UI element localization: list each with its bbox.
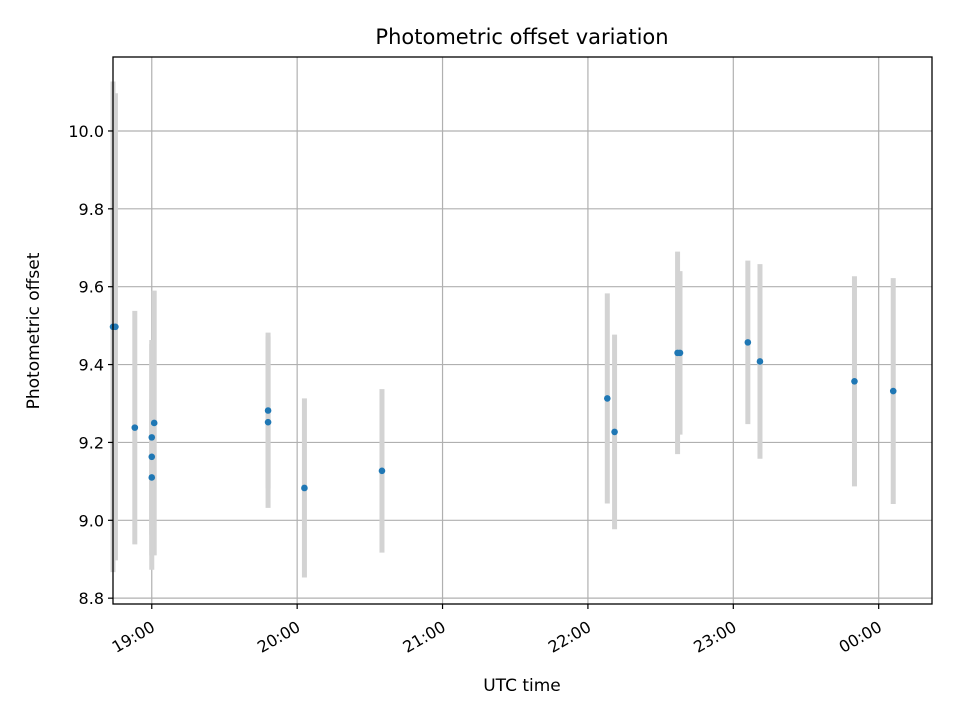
x-tick-label: 21:00 <box>399 617 448 657</box>
y-tick-label: 8.8 <box>79 589 104 608</box>
axes-frame <box>112 56 933 605</box>
x-tick-label: 23:00 <box>690 617 739 657</box>
data-point <box>264 407 272 414</box>
data-point <box>150 419 158 427</box>
data-point <box>756 358 764 365</box>
data-point <box>301 484 308 492</box>
data-point <box>112 323 119 331</box>
y-tick-label: 9.6 <box>79 278 104 297</box>
x-tick-label: 20:00 <box>254 617 303 657</box>
error-bars <box>110 81 896 578</box>
data-point <box>676 349 684 357</box>
data-point <box>378 467 386 475</box>
data-point <box>744 339 752 346</box>
data-point <box>148 474 156 481</box>
y-tick-label: 9.2 <box>79 433 104 452</box>
data-points <box>109 323 897 492</box>
data-point <box>131 424 139 431</box>
grid-lines <box>113 57 932 604</box>
x-tick-label: 00:00 <box>836 617 885 657</box>
y-tick-label: 9.0 <box>79 511 104 530</box>
axis-ticks: 19:00 20:00 21:00 22:00 23:00 00:00 8.8 9.0 9.2 9… <box>68 122 885 657</box>
chart-title: Photometric offset variation <box>375 25 668 49</box>
x-tick-label: 22:00 <box>545 617 594 657</box>
data-point <box>851 378 858 385</box>
x-tick-label: 19:00 <box>109 617 158 657</box>
data-point <box>264 418 272 426</box>
y-tick-label: 9.4 <box>79 356 104 375</box>
data-point <box>604 395 611 402</box>
y-tick-label: 10.0 <box>68 122 104 141</box>
x-axis-label: UTC time <box>483 676 561 696</box>
y-axis-label: Photometric offset <box>24 252 44 409</box>
data-point <box>889 387 897 395</box>
data-point <box>148 453 156 461</box>
data-point <box>611 428 618 436</box>
data-point <box>148 434 156 441</box>
y-tick-label: 9.8 <box>79 200 104 219</box>
